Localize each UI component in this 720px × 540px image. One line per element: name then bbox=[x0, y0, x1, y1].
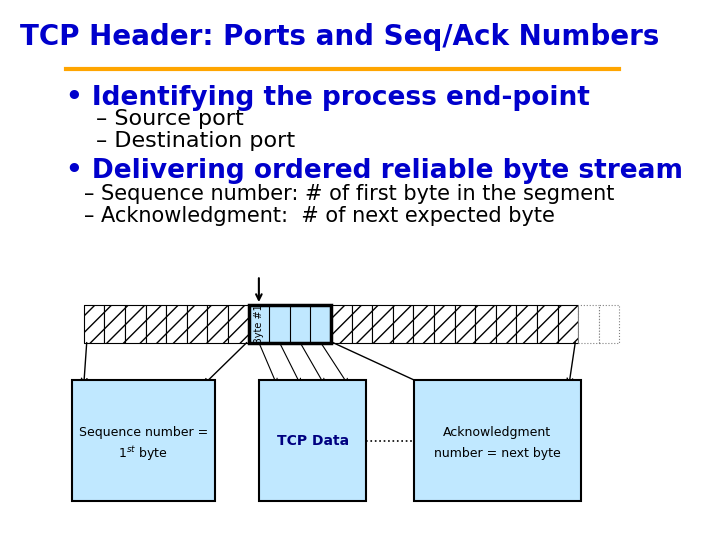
Text: • Identifying the process end-point: • Identifying the process end-point bbox=[66, 85, 590, 111]
Bar bbox=[475, 305, 496, 342]
Bar bbox=[104, 305, 125, 342]
Bar bbox=[351, 305, 372, 342]
FancyBboxPatch shape bbox=[259, 380, 366, 501]
Bar bbox=[351, 305, 372, 342]
Bar bbox=[372, 305, 393, 342]
Bar bbox=[84, 305, 104, 342]
Text: – Sequence number: # of first byte in the segment: – Sequence number: # of first byte in th… bbox=[84, 184, 614, 204]
Bar bbox=[393, 305, 413, 342]
Bar bbox=[207, 305, 228, 342]
Text: TCP Header: Ports and Seq/Ack Numbers: TCP Header: Ports and Seq/Ack Numbers bbox=[20, 23, 660, 51]
Text: – Destination port: – Destination port bbox=[96, 131, 294, 151]
Bar bbox=[599, 305, 619, 342]
Bar bbox=[248, 305, 331, 342]
Text: Sequence number =: Sequence number = bbox=[78, 426, 208, 439]
Text: – Acknowledgment:  # of next expected byte: – Acknowledgment: # of next expected byt… bbox=[84, 206, 554, 226]
Text: Acknowledgment: Acknowledgment bbox=[444, 426, 552, 439]
Bar bbox=[496, 305, 516, 342]
Bar bbox=[516, 305, 537, 342]
Bar bbox=[145, 305, 166, 342]
Bar bbox=[475, 305, 496, 342]
Bar bbox=[557, 305, 578, 342]
Bar bbox=[186, 305, 207, 342]
Bar bbox=[372, 305, 393, 342]
Bar bbox=[166, 305, 186, 342]
Bar bbox=[454, 305, 475, 342]
Text: Byte #1: Byte #1 bbox=[254, 304, 264, 343]
Bar bbox=[496, 305, 516, 342]
FancyBboxPatch shape bbox=[414, 380, 581, 501]
Bar bbox=[228, 305, 248, 342]
Bar bbox=[145, 305, 166, 342]
Bar bbox=[125, 305, 145, 342]
Bar bbox=[516, 305, 537, 342]
Bar bbox=[578, 305, 599, 342]
Bar bbox=[454, 305, 475, 342]
Bar bbox=[537, 305, 557, 342]
Text: – Source port: – Source port bbox=[96, 109, 243, 129]
Text: TCP Data: TCP Data bbox=[276, 434, 349, 448]
Bar bbox=[413, 305, 434, 342]
Bar bbox=[228, 305, 248, 342]
Text: 1$^{st}$ byte: 1$^{st}$ byte bbox=[118, 445, 168, 463]
Text: number = next byte: number = next byte bbox=[434, 448, 561, 461]
Bar bbox=[84, 305, 104, 342]
Bar bbox=[413, 305, 434, 342]
Bar bbox=[557, 305, 578, 342]
Bar bbox=[125, 305, 145, 342]
Bar bbox=[166, 305, 186, 342]
FancyBboxPatch shape bbox=[72, 380, 215, 501]
Bar bbox=[186, 305, 207, 342]
Bar bbox=[434, 305, 454, 342]
Bar bbox=[207, 305, 228, 342]
Text: • Delivering ordered reliable byte stream: • Delivering ordered reliable byte strea… bbox=[66, 158, 683, 184]
Bar bbox=[393, 305, 413, 342]
Bar bbox=[331, 305, 351, 342]
Bar bbox=[331, 305, 351, 342]
Bar bbox=[434, 305, 454, 342]
Bar bbox=[104, 305, 125, 342]
Bar bbox=[537, 305, 557, 342]
